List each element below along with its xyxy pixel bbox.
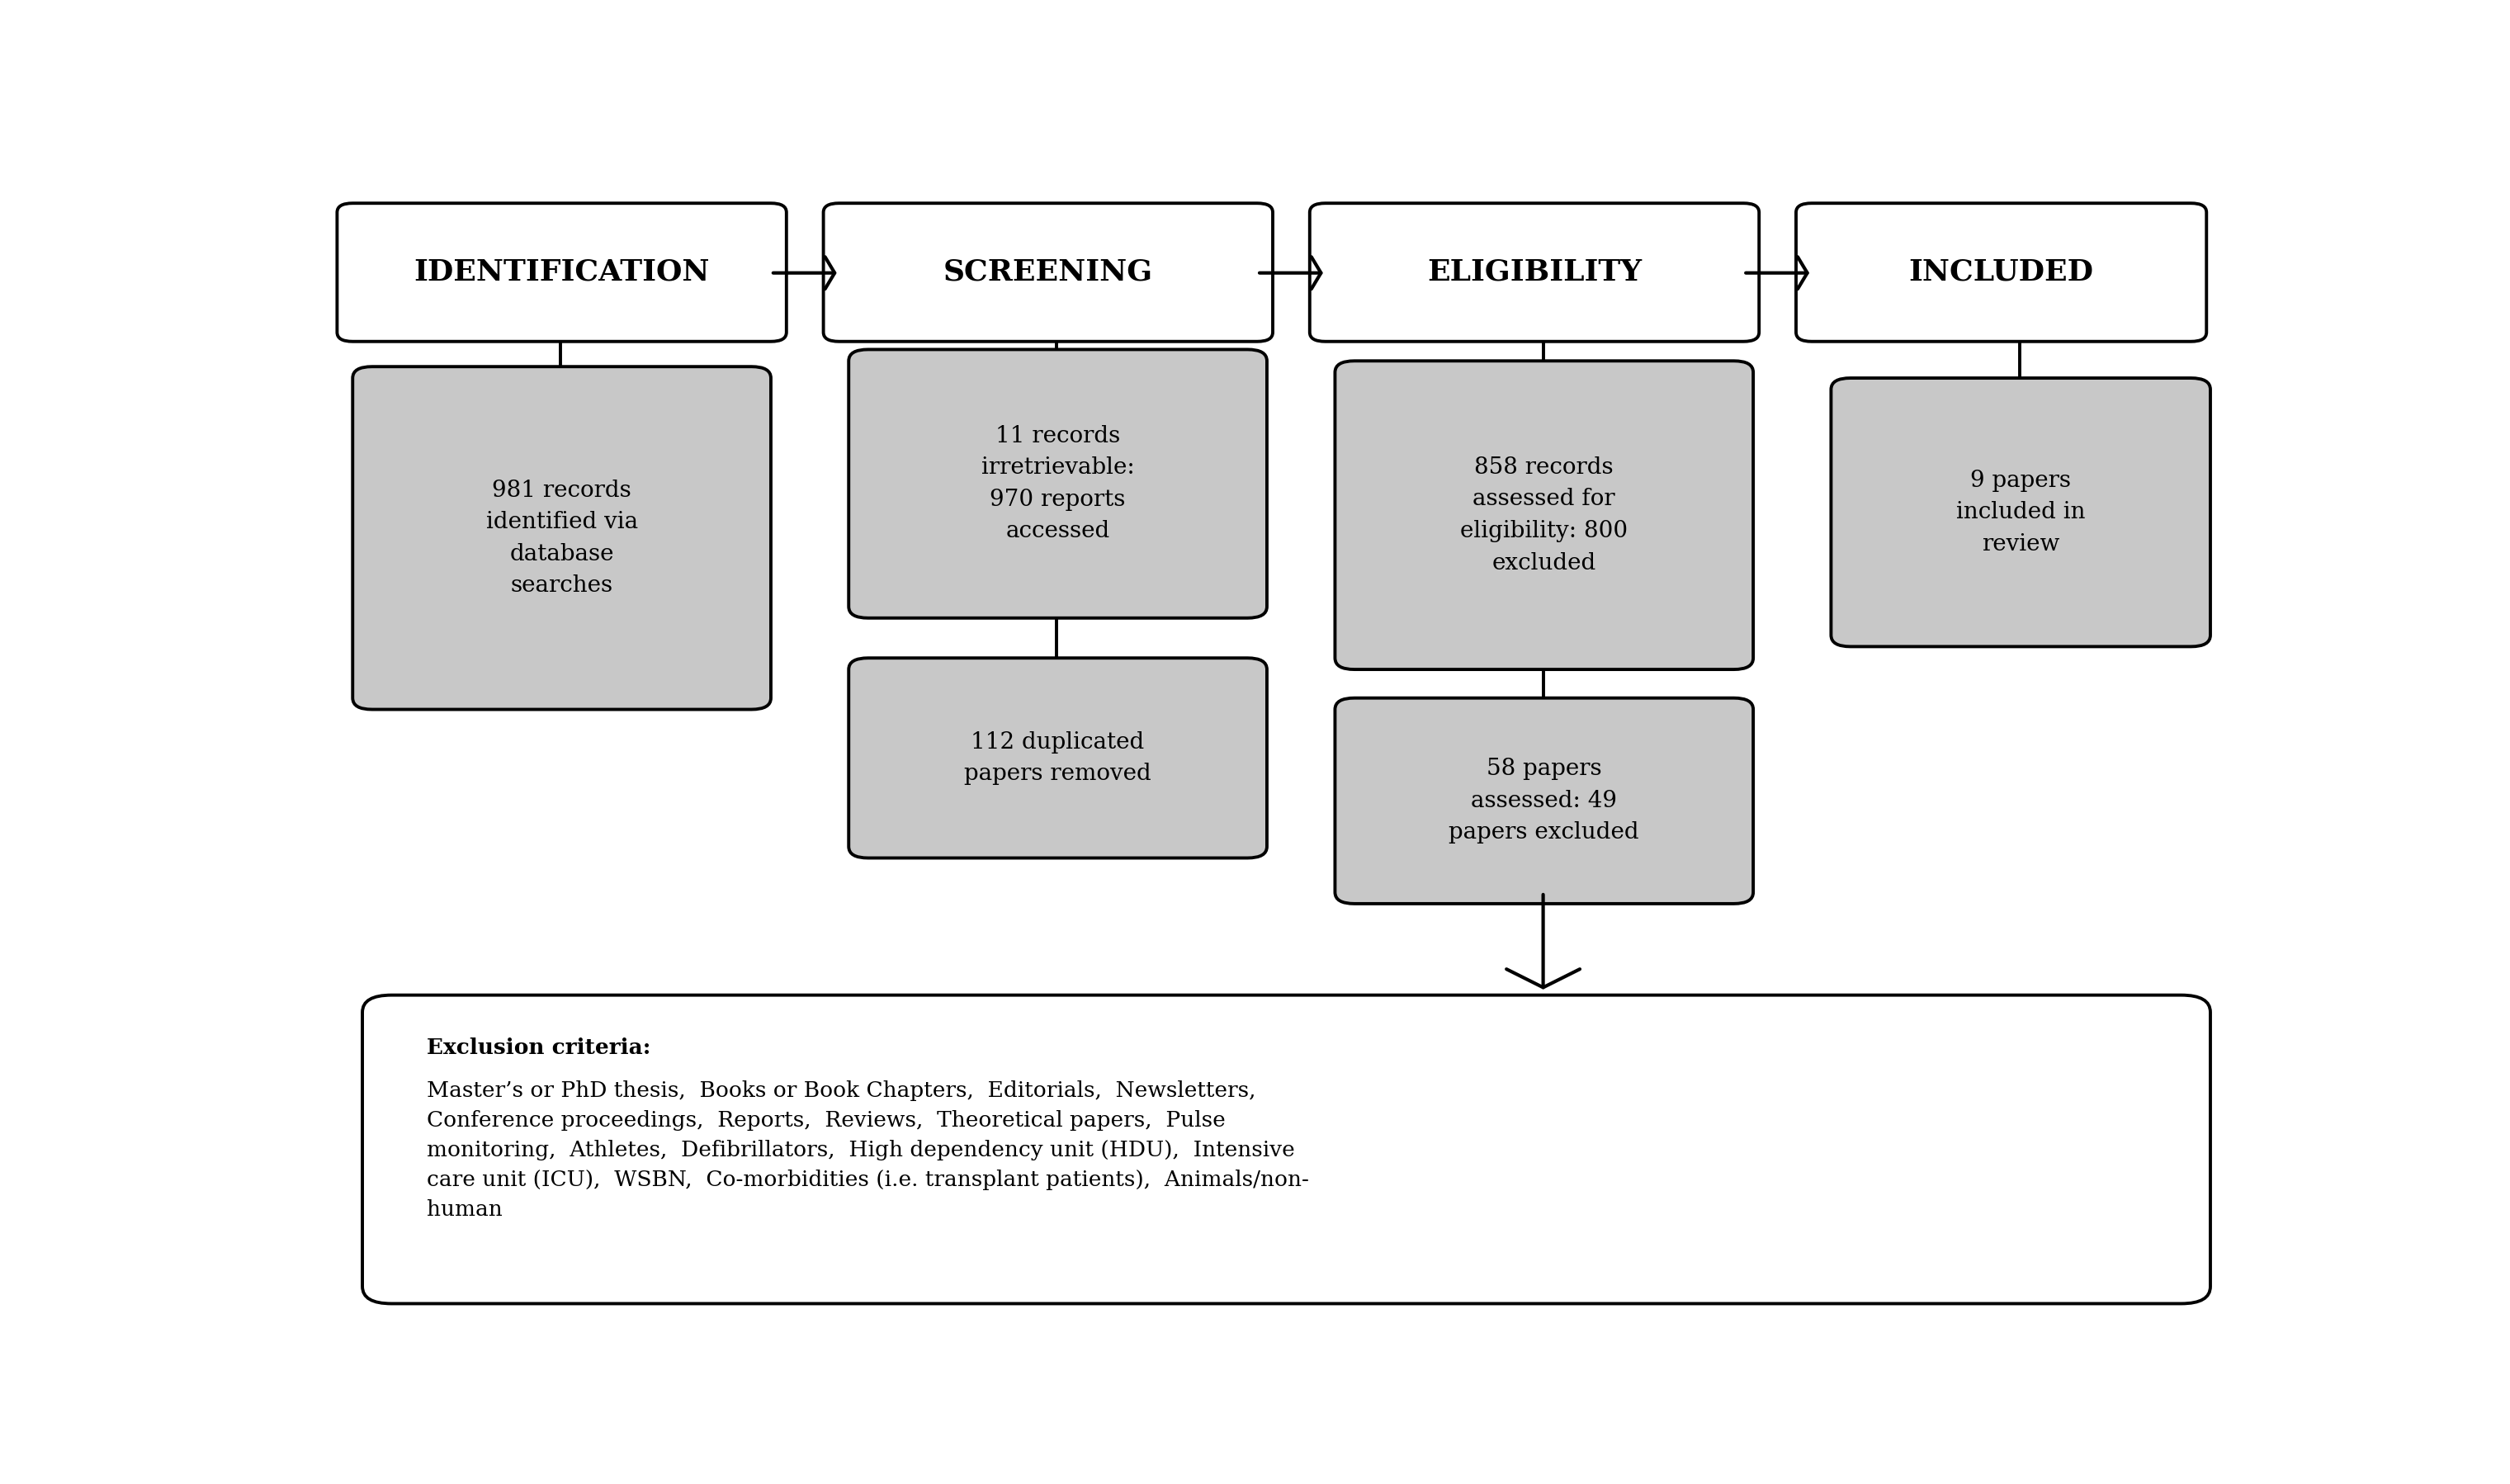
FancyBboxPatch shape — [1335, 361, 1752, 669]
Text: 858 records
assessed for
eligibility: 800
excluded: 858 records assessed for eligibility: 80… — [1461, 456, 1629, 574]
FancyBboxPatch shape — [848, 657, 1268, 858]
Text: SCREENING: SCREENING — [944, 258, 1152, 286]
Text: Master’s or PhD thesis,  Books or Book Chapters,  Editorials,  Newsletters,
Conf: Master’s or PhD thesis, Books or Book Ch… — [427, 1080, 1308, 1220]
Text: 981 records
identified via
database
searches: 981 records identified via database sear… — [487, 479, 638, 597]
Text: 112 duplicated
papers removed: 112 duplicated papers removed — [964, 732, 1152, 785]
FancyBboxPatch shape — [351, 367, 771, 709]
Text: Exclusion criteria:: Exclusion criteria: — [427, 1037, 650, 1058]
FancyBboxPatch shape — [848, 350, 1268, 617]
FancyBboxPatch shape — [823, 203, 1273, 341]
Text: 9 papers
included in
review: 9 papers included in review — [1955, 469, 2086, 555]
FancyBboxPatch shape — [1335, 697, 1752, 904]
FancyBboxPatch shape — [361, 996, 2211, 1303]
FancyBboxPatch shape — [336, 203, 786, 341]
Text: IDENTIFICATION: IDENTIFICATION — [414, 258, 710, 286]
Text: INCLUDED: INCLUDED — [1908, 258, 2093, 286]
FancyBboxPatch shape — [1832, 378, 2211, 647]
Text: 11 records
irretrievable:
970 reports
accessed: 11 records irretrievable: 970 reports ac… — [981, 424, 1135, 543]
Text: ELIGIBILITY: ELIGIBILITY — [1428, 258, 1642, 286]
FancyBboxPatch shape — [1310, 203, 1760, 341]
Text: 58 papers
assessed: 49
papers excluded: 58 papers assessed: 49 papers excluded — [1448, 758, 1639, 844]
FancyBboxPatch shape — [1797, 203, 2206, 341]
